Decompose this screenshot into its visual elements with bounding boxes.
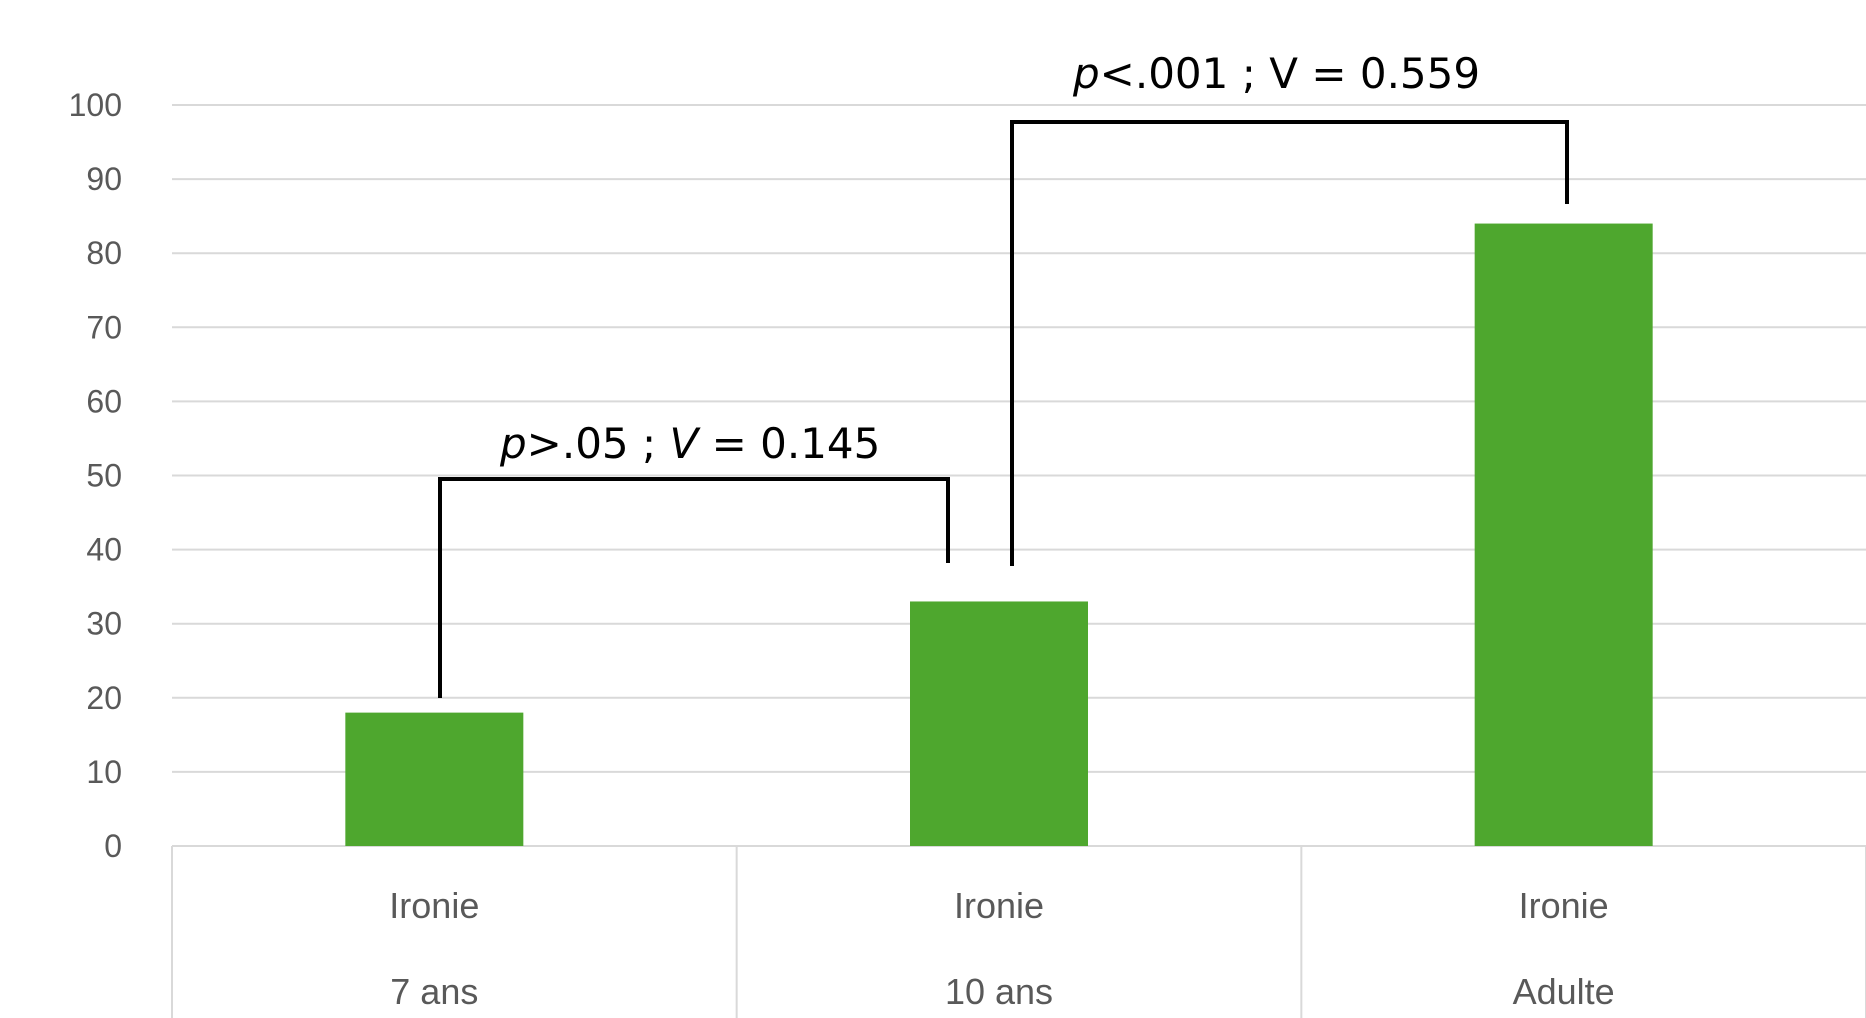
significance-label: p<.001 ; V = 0.559 bbox=[1072, 49, 1480, 98]
x-tick-label: Ironie bbox=[954, 885, 1044, 926]
significance-label-part: p bbox=[499, 419, 527, 468]
y-tick-label: 0 bbox=[104, 828, 122, 864]
x-tick-label: Ironie bbox=[389, 885, 479, 926]
y-axis-ticks: 0 10 20 30 40 50 60 70 80 90 100 bbox=[69, 87, 122, 864]
x-tick-label: Adulte bbox=[1513, 971, 1615, 1012]
significance-label-part: p bbox=[1072, 49, 1100, 98]
significance-label-part: = 0.145 bbox=[698, 419, 880, 468]
bar bbox=[345, 712, 524, 846]
y-tick-label: 100 bbox=[69, 87, 122, 123]
significance-bracket bbox=[438, 477, 950, 698]
bar bbox=[1474, 223, 1653, 846]
significance-label-part: >.05 ; bbox=[527, 419, 670, 468]
y-tick-label: 50 bbox=[86, 458, 122, 494]
significance-label: p>.05 ; V = 0.145 bbox=[499, 419, 880, 468]
y-tick-label: 10 bbox=[86, 754, 122, 790]
bars bbox=[345, 223, 1653, 846]
y-tick-label: 80 bbox=[86, 235, 122, 271]
bar bbox=[910, 601, 1088, 846]
significance-bracket bbox=[1010, 120, 1569, 566]
y-tick-label: 40 bbox=[86, 532, 122, 568]
significance-label-part: V bbox=[670, 419, 702, 468]
y-tick-label: 60 bbox=[86, 383, 122, 419]
x-tick-label: 10 ans bbox=[945, 971, 1053, 1012]
y-tick-label: 70 bbox=[86, 309, 122, 345]
x-tick-label: Ironie bbox=[1519, 885, 1609, 926]
x-tick-label: 7 ans bbox=[390, 971, 478, 1012]
y-tick-label: 90 bbox=[86, 161, 122, 197]
y-tick-label: 30 bbox=[86, 606, 122, 642]
y-tick-label: 20 bbox=[86, 680, 122, 716]
significance-label-part: <.001 ; V = 0.559 bbox=[1100, 49, 1480, 98]
x-axis-categories: Ironie 7 ans Ironie 10 ans Ironie Adulte bbox=[171, 846, 1866, 1018]
